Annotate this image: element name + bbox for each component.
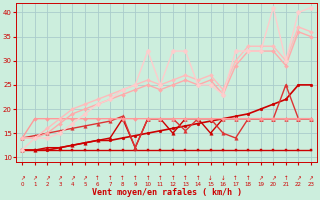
X-axis label: Vent moyen/en rafales ( km/h ): Vent moyen/en rafales ( km/h ) (92, 188, 242, 197)
